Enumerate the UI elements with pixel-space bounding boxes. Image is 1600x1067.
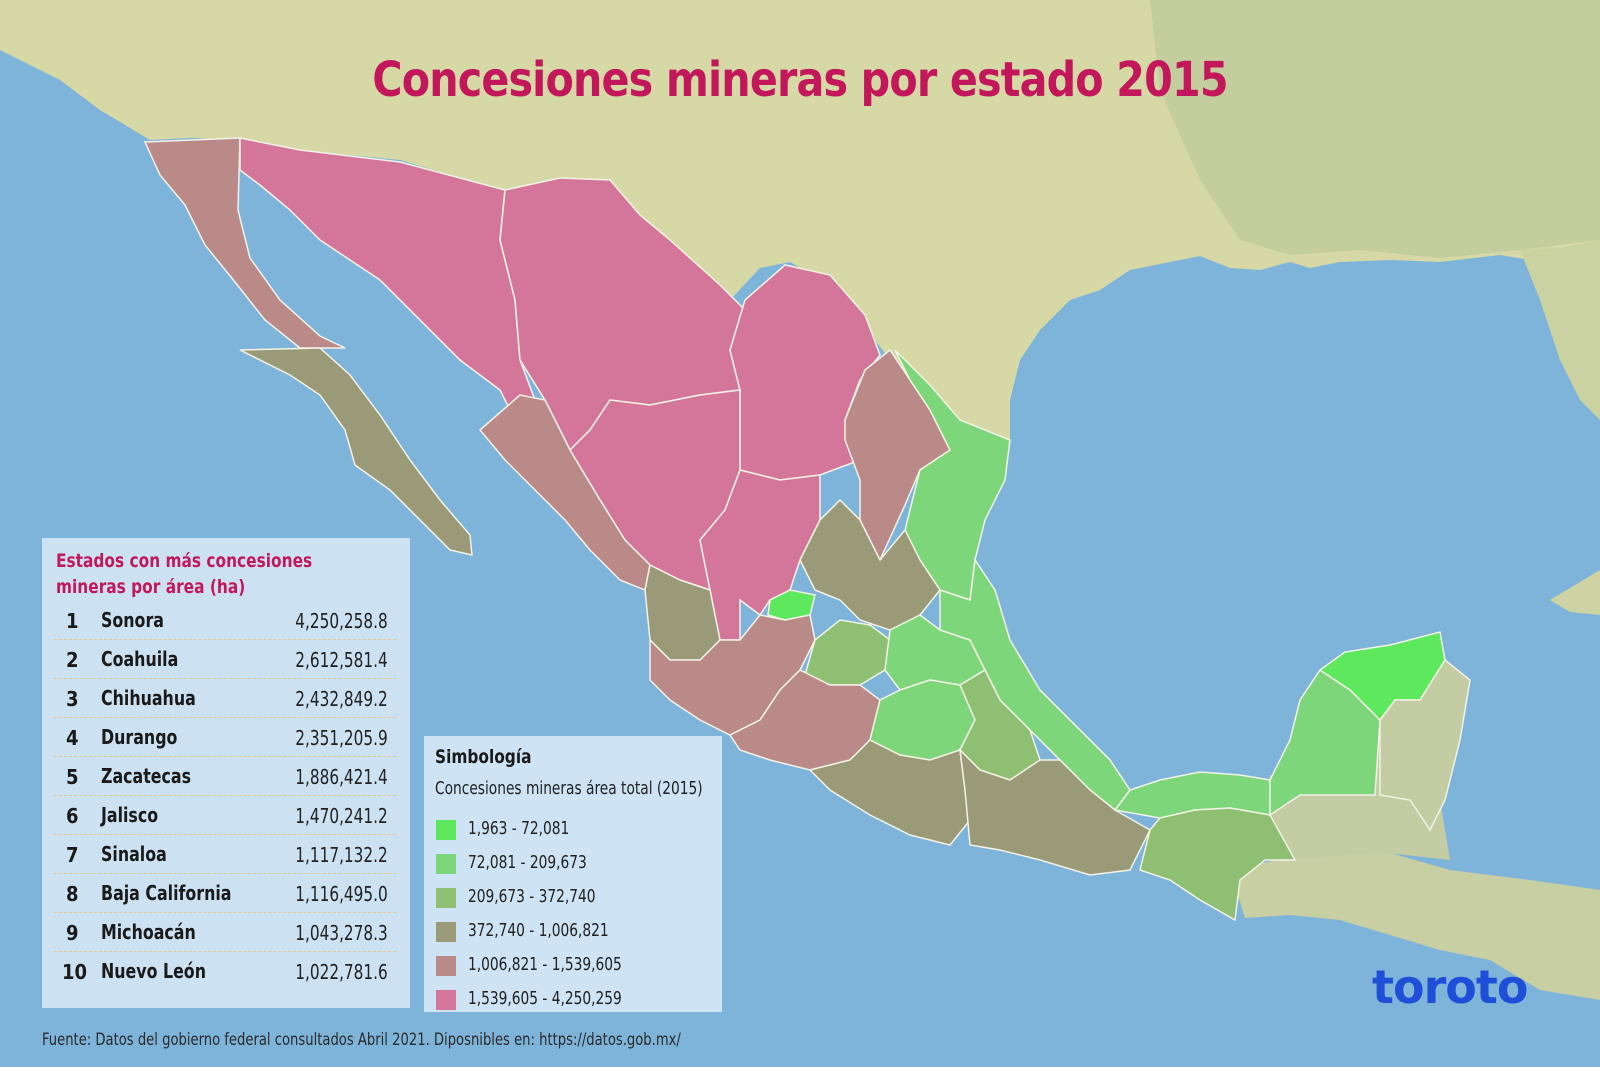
toroto-logo: toroto (1372, 960, 1528, 1014)
rank-value: 2,432,849.2 (295, 687, 388, 711)
ranking-row: 3 Chihuahua 2,432,849.2 (54, 678, 396, 718)
legend-label: 209,673 - 372,740 (468, 886, 596, 907)
state-baja-california (143, 137, 346, 349)
rank-value: 4,250,258.8 (295, 609, 388, 633)
ranking-row: 6 Jalisco 1,470,241.2 (54, 795, 396, 835)
rank-value: 2,612,581.4 (295, 648, 388, 672)
rank-number: 8 (66, 882, 79, 906)
legend-label: 1,963 - 72,081 (468, 818, 570, 839)
ranking-row: 4 Durango 2,351,205.9 (54, 717, 396, 757)
ranking-panel: Estados con más concesiones mineras por … (42, 538, 410, 1008)
legend-swatch (436, 820, 456, 840)
ranking-row: 8 Baja California 1,116,495.0 (54, 873, 396, 913)
legend-swatch (436, 888, 456, 908)
ranking-row: 7 Sinaloa 1,117,132.2 (54, 834, 396, 874)
legend-label: 1,006,821 - 1,539,605 (468, 954, 622, 975)
rank-number: 7 (66, 843, 79, 867)
cuba (1550, 570, 1600, 615)
legend-item: 209,673 - 372,740 (436, 884, 716, 910)
ranking-row: 10 Nuevo León 1,022,781.6 (54, 951, 396, 990)
rank-value: 1,022,781.6 (295, 960, 388, 984)
state-baja-california-sur (239, 347, 473, 556)
mexico-states (143, 137, 1471, 922)
ranking-title-line1: Estados con más concesiones (56, 550, 313, 572)
legend-label: 1,539,605 - 4,250,259 (468, 988, 622, 1009)
legend-label: 72,081 - 209,673 (468, 852, 587, 873)
legend-panel: Simbología Concesiones mineras área tota… (424, 736, 722, 1012)
rank-number: 1 (66, 609, 79, 633)
florida (1520, 240, 1600, 420)
rank-state: Jalisco (101, 803, 159, 827)
rank-value: 1,043,278.3 (295, 921, 388, 945)
rank-value: 2,351,205.9 (295, 726, 388, 750)
ranking-row: 9 Michoacán 1,043,278.3 (54, 912, 396, 952)
ranking-row: 2 Coahuila 2,612,581.4 (54, 639, 396, 679)
central-america (1230, 850, 1600, 1000)
usa-east-forest (1150, 0, 1600, 258)
ranking-title: Estados con más concesiones mineras por … (56, 548, 312, 600)
legend-label: 372,740 - 1,006,821 (468, 920, 609, 941)
rank-number: 10 (62, 960, 88, 984)
rank-state: Nuevo León (101, 959, 206, 983)
ranking-row: 1 Sonora 4,250,258.8 (54, 600, 396, 640)
rank-state: Durango (101, 725, 178, 749)
legend-swatch (436, 854, 456, 874)
state-chiapas (1139, 807, 1297, 922)
legend-swatch (436, 956, 456, 976)
rank-number: 6 (66, 804, 79, 828)
rank-state: Coahuila (101, 647, 179, 671)
state-quintana-roo (1379, 658, 1471, 832)
rank-number: 2 (66, 648, 79, 672)
state-san-luis-potosi (799, 498, 941, 631)
legend-item: 1,006,821 - 1,539,605 (436, 952, 716, 978)
rank-state: Sonora (101, 608, 164, 632)
ranking-title-line2: mineras por área (ha) (56, 576, 246, 598)
rank-value: 1,116,495.0 (295, 882, 388, 906)
legend-item: 72,081 - 209,673 (436, 850, 716, 876)
legend-swatch (436, 990, 456, 1010)
legend-swatch (436, 922, 456, 942)
rank-state: Chihuahua (101, 686, 196, 710)
rank-value: 1,470,241.2 (295, 804, 388, 828)
source-note: Fuente: Datos del gobierno federal consu… (42, 1030, 681, 1050)
rank-value: 1,886,421.4 (295, 765, 388, 789)
rank-number: 3 (66, 687, 79, 711)
legend-subtitle: Concesiones mineras área total (2015) (435, 778, 703, 799)
rank-state: Zacatecas (101, 764, 192, 788)
rank-value: 1,117,132.2 (295, 843, 388, 867)
rank-number: 9 (66, 921, 79, 945)
legend-item: 1,539,605 - 4,250,259 (436, 986, 716, 1012)
rank-state: Baja California (101, 881, 232, 905)
rank-state: Sinaloa (101, 842, 167, 866)
legend-item: 372,740 - 1,006,821 (436, 918, 716, 944)
rank-number: 4 (66, 726, 79, 750)
legend-title: Simbología (435, 746, 532, 768)
map-title: Concesiones mineras por estado 2015 (372, 52, 1228, 108)
rank-number: 5 (66, 765, 79, 789)
rank-state: Michoacán (101, 920, 196, 944)
legend-item: 1,963 - 72,081 (436, 816, 716, 842)
ranking-row: 5 Zacatecas 1,886,421.4 (54, 756, 396, 796)
